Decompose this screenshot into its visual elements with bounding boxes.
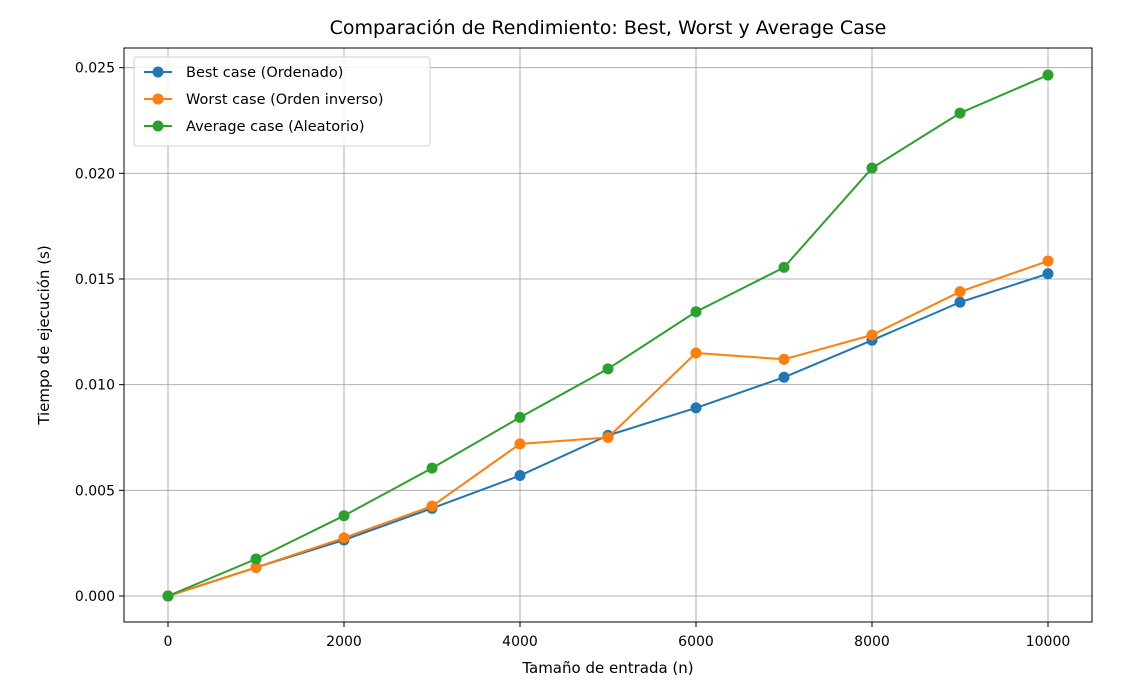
legend-box [133,56,431,147]
data-point [426,462,438,474]
series-2 [162,255,1054,602]
data-point [954,107,966,119]
x-tick-label: 4000 [502,634,538,650]
data-point [162,590,174,602]
legend-item: Worst case (Orden inverso) [144,92,384,108]
plot-frame [123,47,1093,623]
data-point [514,438,526,450]
data-point [250,553,262,565]
data-point [602,432,614,443]
y-tick-label: 0.005 [75,483,115,499]
data-point [690,347,702,359]
y-tick-label: 0.025 [75,61,115,77]
data-point [514,470,526,482]
grid [124,48,1092,622]
data-point [778,371,790,383]
data-point [1042,255,1054,267]
legend-item: Best case (Ordenado) [144,65,343,81]
data-point [1042,69,1054,81]
x-tick-label: 2000 [326,634,362,650]
data-point [778,353,790,365]
data-point [602,363,614,375]
x-tick-label: 0 [164,634,173,650]
y-axis-title: Tiempo de ejecución (s) [35,245,53,425]
x-tick-label: 8000 [854,634,890,650]
data-point [426,500,438,512]
data-point [690,402,702,414]
chart-title: Comparación de Rendimiento: Best, Worst … [330,17,887,39]
y-tick-label: 0.015 [75,272,115,288]
data-point [1042,268,1054,280]
series-3 [162,69,1054,602]
data-point [250,561,262,573]
x-axis-title: Tamaño de entrada (n) [521,659,693,677]
y-tick-label: 0.010 [75,378,115,394]
data-point [954,286,966,298]
y-tick-label: 0.000 [75,589,115,605]
legend-label: Average case (Aleatorio) [186,119,365,135]
x-tick-label: 6000 [678,634,714,650]
data-point [514,411,526,423]
legend-marker [152,93,164,105]
legend-marker [152,66,164,78]
legend-marker [152,120,164,132]
data-point [690,306,702,318]
legend-label: Best case (Ordenado) [186,65,343,81]
legend-item: Average case (Aleatorio) [144,119,365,135]
series-layer [162,69,1054,602]
data-point [954,296,966,308]
legend: Best case (Ordenado) Worst case (Orden in… [133,56,431,147]
axes: 0 2000 4000 6000 8000 10000 0.000 0.005 0.010 0.0… [75,61,1070,650]
x-tick-label: 10000 [1026,634,1071,650]
y-tick-label: 0.020 [75,166,115,182]
data-point [338,510,350,522]
legend-label: Worst case (Orden inverso) [186,92,384,108]
data-point [866,329,878,341]
data-point [338,532,350,544]
data-point [778,261,790,273]
data-point [866,162,878,174]
